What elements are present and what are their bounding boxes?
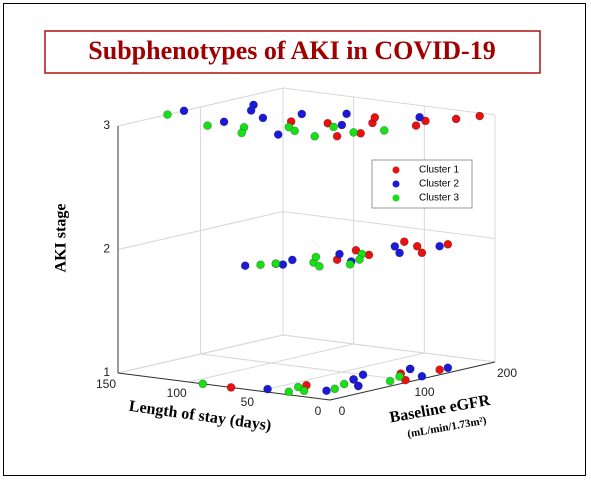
data-point <box>451 114 461 124</box>
grid-line <box>282 211 496 239</box>
x-tick-label: 100 <box>167 386 187 400</box>
data-point <box>263 384 272 394</box>
data-point <box>401 375 410 385</box>
legend-marker <box>392 194 400 202</box>
data-point <box>310 132 320 141</box>
legend-box <box>371 159 473 209</box>
data-point <box>299 386 309 396</box>
data-point <box>349 128 358 137</box>
data-point <box>379 126 389 135</box>
data-point <box>297 109 307 119</box>
y-tick-label: 0 <box>339 404 346 418</box>
data-point <box>342 109 351 119</box>
data-point <box>339 379 349 389</box>
data-point <box>219 117 229 127</box>
data-point <box>370 113 380 122</box>
z-tick-label: 2 <box>103 242 110 256</box>
plot-area: 1 2 3 0 50 100 150 0 100 200 Cluster 1 Cluster 2 Clu… <box>96 87 517 418</box>
data-point <box>258 113 268 123</box>
data-point <box>273 130 283 139</box>
data-point <box>315 261 324 271</box>
data-point <box>411 121 421 130</box>
x-tick-label: 50 <box>241 395 255 409</box>
legend-marker <box>392 180 400 188</box>
data-point <box>345 259 355 269</box>
x-tick-label: 0 <box>315 404 322 418</box>
data-point <box>256 260 265 270</box>
data-point <box>288 255 297 265</box>
data-point <box>246 106 256 115</box>
legend-label: Cluster 2 <box>419 179 459 190</box>
data-point <box>395 372 404 381</box>
data-point <box>435 241 444 251</box>
data-point <box>385 376 395 386</box>
data-point <box>329 122 338 132</box>
data-point <box>163 110 172 119</box>
data-point <box>390 242 400 251</box>
y-tick-label: 200 <box>497 366 517 380</box>
legend-label: Cluster 3 <box>419 193 459 204</box>
legend-label: Cluster 1 <box>419 165 459 176</box>
x-tick-label: 150 <box>96 377 116 391</box>
data-point <box>351 246 361 255</box>
data-point <box>271 259 281 269</box>
data-point <box>353 381 363 391</box>
data-point <box>323 118 333 128</box>
x-axis <box>117 372 331 401</box>
data-point <box>226 383 236 392</box>
data-point <box>179 106 189 116</box>
data-point <box>203 121 212 130</box>
data-point <box>293 382 303 392</box>
data-point <box>332 131 342 141</box>
data-point <box>356 129 365 138</box>
grid-line <box>282 334 496 363</box>
data-point <box>337 120 347 130</box>
data-point <box>237 128 246 138</box>
data-point <box>240 261 250 271</box>
data-point <box>290 126 300 136</box>
data-point <box>349 375 358 384</box>
frame <box>3 3 586 476</box>
data-point <box>335 249 344 259</box>
data-point <box>284 387 294 397</box>
data-point <box>435 365 444 375</box>
grid-line <box>282 87 496 116</box>
data-point <box>443 240 453 249</box>
title-box <box>44 30 541 74</box>
z-tick-label: 3 <box>103 118 110 132</box>
legend-marker <box>392 166 400 174</box>
data-point <box>322 386 331 396</box>
z-tick-label: 1 <box>103 365 110 379</box>
y-tick-label: 100 <box>414 385 434 399</box>
data-point <box>278 260 288 269</box>
data-point <box>364 250 374 260</box>
data-point <box>284 122 294 132</box>
chart-title: Subphenotypes of AKI in COVID-19 <box>88 36 495 65</box>
data-point <box>395 248 404 258</box>
data-point <box>358 370 368 380</box>
data-point <box>330 384 340 394</box>
data-point <box>417 248 427 258</box>
data-point <box>443 363 453 373</box>
data-point <box>198 379 208 389</box>
data-point <box>405 364 415 374</box>
grid-line <box>200 353 413 382</box>
data-point <box>399 237 409 246</box>
data-point <box>311 252 321 262</box>
z-axis-label: AKI stage <box>53 204 70 273</box>
y-axis <box>329 361 496 401</box>
data-point <box>417 371 427 381</box>
data-point <box>355 255 364 264</box>
data-point <box>412 242 422 251</box>
data-point <box>415 112 424 122</box>
data-point <box>421 116 430 126</box>
data-point <box>475 111 484 121</box>
